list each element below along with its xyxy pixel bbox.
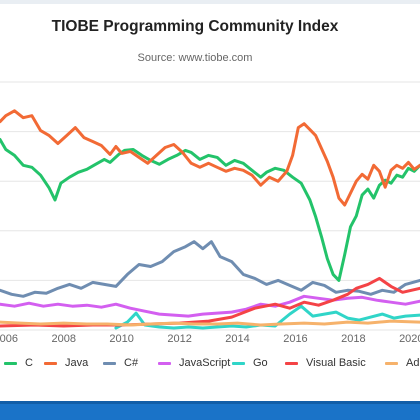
legend-label: Java xyxy=(65,357,89,369)
bottom-bar xyxy=(0,401,420,420)
x-tick-label: 2008 xyxy=(51,333,75,345)
legend-label: Go xyxy=(253,357,268,369)
legend-label: Visual Basic xyxy=(306,357,366,369)
x-tick-label: 2006 xyxy=(0,333,18,345)
x-axis-ticks: 2006 2008 2010 2012 2014 2016 2018 2020 xyxy=(0,333,420,345)
legend-item-javascript[interactable]: JavaScript xyxy=(158,353,230,373)
series-line-c[interactable] xyxy=(0,240,420,298)
chart-subtitle: Source: www.tiobe.com xyxy=(137,52,253,64)
legend-swatch xyxy=(232,361,245,365)
legend-swatch xyxy=(285,361,298,365)
top-edge xyxy=(0,0,420,4)
x-tick-label: 2016 xyxy=(283,333,307,345)
legend-swatch xyxy=(103,361,116,365)
line-chart-plot: 2006 2008 2010 2012 2014 2016 2018 2020 xyxy=(0,81,420,345)
series-line-javascript[interactable] xyxy=(0,294,420,318)
x-tick-label: 2018 xyxy=(341,333,365,345)
legend-item-go[interactable]: Go xyxy=(232,353,268,373)
legend-swatch xyxy=(44,361,57,365)
chart-legend: C Java C# JavaScript Go Visual Basic Ada xyxy=(0,353,420,373)
series-line-c[interactable] xyxy=(0,138,420,282)
chart-title: TIOBE Programming Community Index xyxy=(51,18,339,35)
legend-item-ada[interactable]: Ada xyxy=(385,353,420,373)
legend-label: C xyxy=(25,357,33,369)
x-tick-label: 2010 xyxy=(109,333,133,345)
x-tick-label: 2014 xyxy=(225,333,249,345)
legend-item-visual-basic[interactable]: Visual Basic xyxy=(285,353,366,373)
legend-item-c[interactable]: C# xyxy=(103,353,138,373)
grid-layer xyxy=(0,81,420,331)
series-layer xyxy=(0,109,420,330)
series-line-ada[interactable] xyxy=(0,319,420,327)
legend-swatch xyxy=(385,361,398,365)
legend-label: C# xyxy=(124,357,139,369)
legend-label: JavaScript xyxy=(179,357,231,369)
legend-swatch xyxy=(4,361,17,365)
series-line-java[interactable] xyxy=(0,109,420,207)
x-tick-label: 2012 xyxy=(167,333,191,345)
x-tick-label: 2020 xyxy=(399,333,420,345)
legend-swatch xyxy=(158,361,171,365)
legend-item-java[interactable]: Java xyxy=(44,353,88,373)
legend-label: Ada xyxy=(406,357,420,369)
legend-item-c[interactable]: C xyxy=(4,353,33,373)
series-line-go[interactable] xyxy=(114,304,420,330)
